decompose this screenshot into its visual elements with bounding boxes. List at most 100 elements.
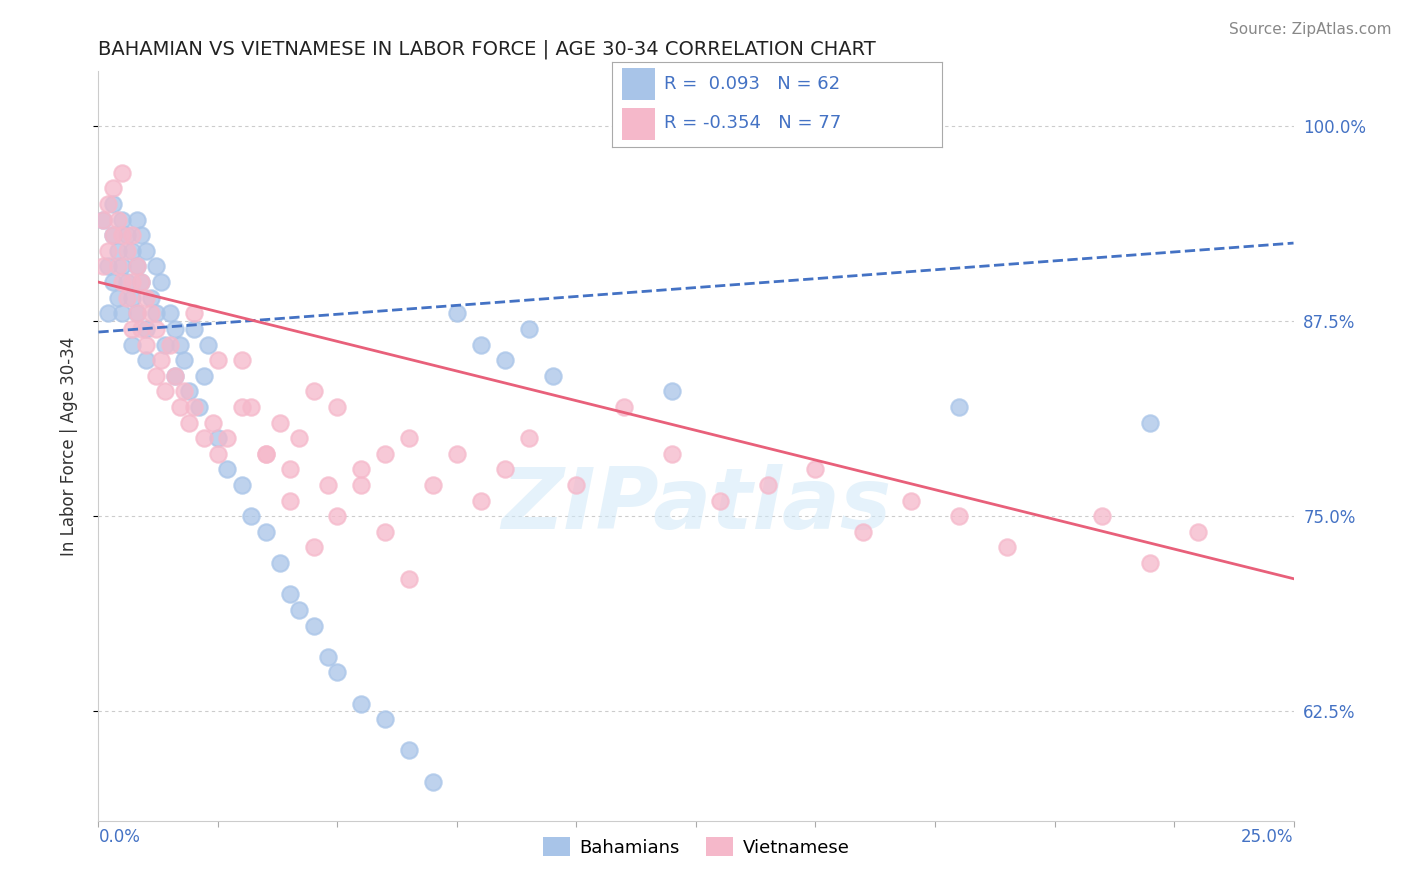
Point xyxy=(1139,416,1161,430)
Point xyxy=(145,368,167,383)
Point xyxy=(494,462,516,476)
Point xyxy=(111,306,134,320)
Point xyxy=(613,400,636,414)
Text: R =  0.093   N = 62: R = 0.093 N = 62 xyxy=(665,75,841,93)
Point xyxy=(183,400,205,414)
Point xyxy=(163,368,186,383)
Point xyxy=(350,478,373,492)
Point xyxy=(115,228,138,243)
Point xyxy=(121,228,143,243)
Point xyxy=(446,306,468,320)
Point xyxy=(374,524,396,539)
Point xyxy=(101,197,124,211)
Point xyxy=(565,478,588,492)
Point xyxy=(661,447,683,461)
Point xyxy=(217,462,239,476)
Point xyxy=(288,603,311,617)
Point xyxy=(145,260,167,274)
Point xyxy=(115,291,138,305)
Point xyxy=(254,447,277,461)
Point xyxy=(139,306,162,320)
Point xyxy=(139,291,162,305)
Point xyxy=(111,228,134,243)
Legend: Bahamians, Vietnamese: Bahamians, Vietnamese xyxy=(536,830,856,864)
Point xyxy=(107,244,129,258)
Point xyxy=(1187,524,1209,539)
Point xyxy=(131,322,153,336)
Point xyxy=(111,212,134,227)
Point xyxy=(541,368,564,383)
Point xyxy=(948,509,970,524)
Point xyxy=(111,275,134,289)
Point xyxy=(135,353,157,368)
Point xyxy=(115,275,138,289)
Point xyxy=(470,337,492,351)
Point xyxy=(169,400,191,414)
Point xyxy=(101,228,124,243)
Point xyxy=(231,478,253,492)
Point xyxy=(202,416,225,430)
Point xyxy=(254,447,277,461)
Text: 0.0%: 0.0% xyxy=(98,829,141,847)
Point xyxy=(131,228,153,243)
Point xyxy=(97,260,120,274)
Point xyxy=(125,306,148,320)
Point xyxy=(149,275,172,289)
Point xyxy=(494,353,516,368)
Point xyxy=(661,384,683,399)
Point xyxy=(155,384,177,399)
Point xyxy=(398,743,420,757)
Point xyxy=(422,774,444,789)
Point xyxy=(374,712,396,726)
Point xyxy=(350,697,373,711)
Point xyxy=(240,509,263,524)
Point xyxy=(97,306,120,320)
Point xyxy=(207,353,229,368)
Point xyxy=(91,212,114,227)
Point xyxy=(398,572,420,586)
Point xyxy=(97,197,120,211)
Point xyxy=(101,181,124,195)
Point xyxy=(302,618,325,632)
Point xyxy=(91,212,114,227)
Point xyxy=(517,431,540,445)
Point xyxy=(398,431,420,445)
Point xyxy=(115,244,138,258)
Point xyxy=(159,306,181,320)
Point xyxy=(187,400,209,414)
Point xyxy=(231,400,253,414)
Point xyxy=(517,322,540,336)
Point xyxy=(135,322,157,336)
Point xyxy=(107,212,129,227)
Point xyxy=(254,524,277,539)
Point xyxy=(159,337,181,351)
Point xyxy=(269,416,291,430)
Point xyxy=(193,368,215,383)
Point xyxy=(852,524,875,539)
Point xyxy=(709,493,731,508)
Point xyxy=(316,478,339,492)
Point xyxy=(278,587,301,601)
Text: Source: ZipAtlas.com: Source: ZipAtlas.com xyxy=(1229,22,1392,37)
Point xyxy=(278,462,301,476)
Point xyxy=(131,275,153,289)
Point xyxy=(125,306,148,320)
Point xyxy=(173,384,195,399)
Point xyxy=(197,337,219,351)
Point xyxy=(135,337,157,351)
Point xyxy=(145,306,167,320)
Point xyxy=(326,665,349,680)
Point xyxy=(240,400,263,414)
Point xyxy=(288,431,311,445)
Point xyxy=(155,337,177,351)
Point xyxy=(121,291,143,305)
Point xyxy=(107,291,129,305)
Point xyxy=(326,509,349,524)
Point xyxy=(91,260,114,274)
Y-axis label: In Labor Force | Age 30-34: In Labor Force | Age 30-34 xyxy=(59,336,77,556)
Point xyxy=(135,291,157,305)
Text: BAHAMIAN VS VIETNAMESE IN LABOR FORCE | AGE 30-34 CORRELATION CHART: BAHAMIAN VS VIETNAMESE IN LABOR FORCE | … xyxy=(98,39,876,59)
Point xyxy=(149,353,172,368)
Point xyxy=(101,228,124,243)
Point xyxy=(121,244,143,258)
